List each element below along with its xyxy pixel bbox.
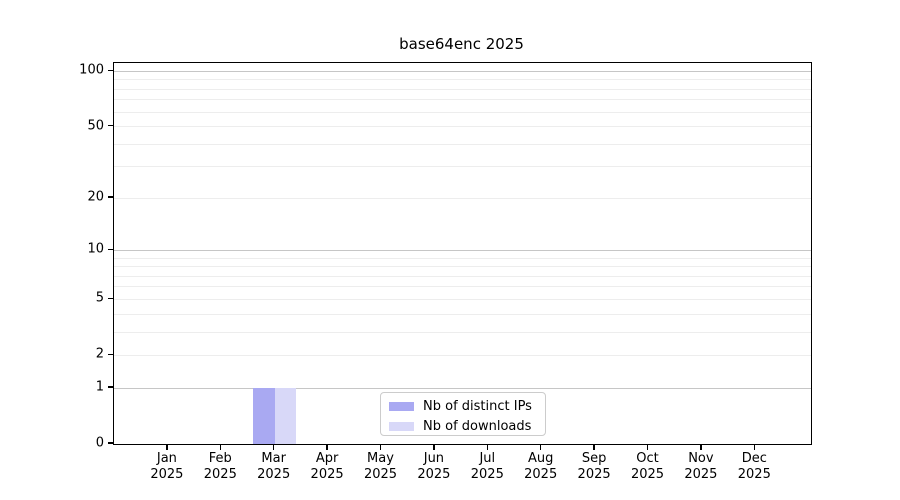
x-tick-year: 2025 [684, 467, 718, 482]
y-tick-label: 0 [95, 435, 104, 451]
x-tick-month: Oct [636, 451, 659, 466]
x-tick-month: Nov [688, 451, 714, 466]
x-tick [486, 444, 489, 450]
y-tick [108, 442, 113, 444]
x-tick-year: 2025 [524, 467, 558, 482]
minor-gridline [114, 166, 811, 168]
y-tick-label: 20 [87, 189, 104, 205]
x-tick [700, 444, 702, 450]
minor-gridline [114, 286, 811, 288]
y-tick-label: 5 [95, 290, 104, 306]
legend-entry: Nb of distinct IPs [389, 397, 545, 415]
bar-nb-of-downloads [274, 388, 297, 444]
x-tick-year: 2025 [203, 467, 237, 482]
x-tick-label: Jul 2025 [455, 451, 519, 483]
x-tick-label: Sep 2025 [562, 451, 626, 483]
minor-gridline [114, 275, 811, 277]
x-tick [166, 444, 168, 450]
minor-gridline [114, 266, 811, 268]
x-tick-label: Apr 2025 [295, 451, 359, 483]
x-tick-month: Jan [156, 451, 177, 466]
major-gridline [114, 387, 811, 389]
minor-gridline [114, 143, 811, 145]
minor-gridline [114, 111, 811, 113]
x-tick-year: 2025 [417, 467, 451, 482]
minor-gridline [114, 79, 811, 81]
y-tick [108, 386, 113, 388]
x-tick-label: Jun 2025 [402, 451, 466, 483]
y-tick-label: 2 [95, 346, 104, 362]
minor-gridline [114, 88, 811, 90]
x-tick-month: Sep [581, 451, 607, 466]
x-tick-year: 2025 [470, 467, 504, 482]
x-tick-month: Jul [479, 451, 496, 466]
x-tick-year: 2025 [577, 467, 611, 482]
x-tick-month: Dec [741, 451, 767, 466]
x-tick-label: Dec 2025 [722, 451, 786, 483]
plot-area: Nb of distinct IPs Nb of downloads [113, 62, 812, 445]
x-tick [753, 444, 756, 450]
x-tick [646, 444, 649, 450]
x-tick-year: 2025 [150, 467, 184, 482]
y-tick [108, 353, 113, 356]
x-tick [539, 444, 542, 450]
minor-gridline [114, 298, 811, 300]
major-gridline [114, 70, 811, 72]
x-tick [326, 444, 328, 450]
legend-swatch [389, 421, 414, 431]
x-tick-month: Mar [261, 451, 286, 466]
x-tick-year: 2025 [257, 467, 291, 482]
x-tick [272, 444, 275, 450]
y-tick [108, 69, 113, 72]
x-tick-label: Nov 2025 [669, 451, 733, 483]
minor-gridline [114, 313, 811, 315]
chart-title: base64enc 2025 [399, 35, 524, 53]
legend-swatch [389, 401, 414, 411]
x-tick-month: May [367, 451, 394, 466]
x-tick-label: May 2025 [349, 451, 413, 483]
y-tick [108, 124, 113, 127]
x-tick-year: 2025 [630, 467, 665, 482]
x-tick-label: Mar 2025 [242, 451, 306, 483]
bar-nb-of-distinct-ips [253, 388, 275, 444]
x-tick-month: Jun [423, 451, 445, 466]
x-tick-month: Aug [527, 451, 554, 466]
x-tick [433, 444, 435, 450]
y-tick-label: 100 [79, 62, 104, 78]
minor-gridline [114, 126, 811, 128]
x-tick-year: 2025 [363, 467, 398, 482]
y-tick [108, 297, 113, 300]
x-tick-year: 2025 [737, 467, 771, 482]
minor-gridline [114, 99, 811, 101]
x-tick [219, 444, 222, 450]
x-tick-label: Oct 2025 [616, 451, 680, 483]
x-tick [593, 444, 595, 450]
y-tick-label: 50 [87, 118, 104, 134]
x-tick-label: Aug 2025 [509, 451, 573, 483]
legend-label: Nb of distinct IPs [423, 398, 532, 414]
minor-gridline [114, 354, 811, 356]
minor-gridline [114, 331, 811, 333]
y-tick-label: 1 [95, 379, 104, 395]
y-tick [108, 248, 113, 251]
minor-gridline [114, 257, 811, 259]
y-tick-label: 10 [87, 241, 104, 257]
legend-label: Nb of downloads [423, 418, 532, 434]
major-gridline [114, 249, 811, 251]
legend-entry: Nb of downloads [389, 417, 545, 435]
x-tick [379, 444, 382, 450]
legend: Nb of distinct IPs Nb of downloads [380, 392, 546, 436]
x-tick-year: 2025 [310, 467, 344, 482]
x-tick-label: Feb 2025 [188, 451, 252, 483]
x-tick-label: Jan 2025 [135, 451, 199, 483]
x-tick-month: Apr [315, 451, 339, 466]
x-tick-month: Feb [208, 451, 232, 466]
y-tick [108, 196, 113, 198]
minor-gridline [114, 197, 811, 199]
